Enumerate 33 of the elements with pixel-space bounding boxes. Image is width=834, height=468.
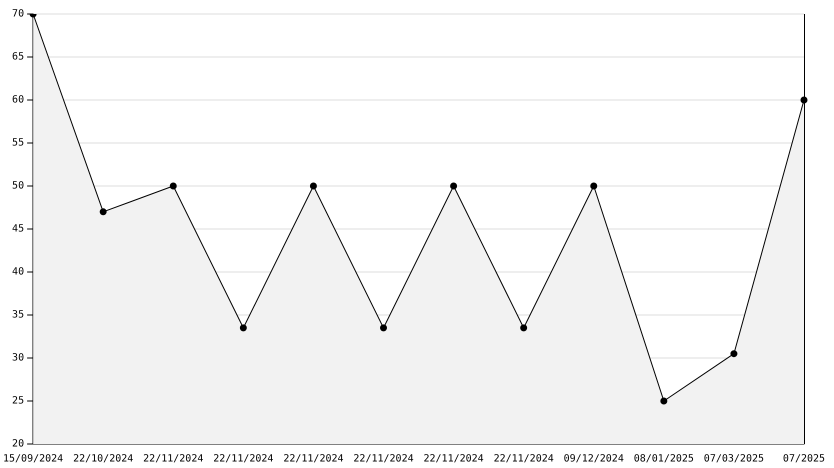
- x-tick-label: 22/11/2024: [494, 454, 554, 465]
- x-tick-label: 22/11/2024: [143, 454, 204, 465]
- point: [660, 398, 668, 404]
- point: [240, 324, 247, 332]
- y-tick-label: 25: [12, 396, 24, 407]
- y-tick-label: 35: [12, 310, 24, 321]
- x-tick-label: 22/11/2024: [283, 454, 344, 465]
- point: [170, 182, 177, 190]
- x-tick-label: 08/01/2025: [634, 454, 694, 465]
- y-tick-label: 65: [12, 52, 24, 63]
- point: [100, 208, 107, 216]
- y-tick-label: 60: [12, 94, 24, 106]
- point: [730, 350, 738, 358]
- point: [590, 182, 598, 190]
- y-tick-label: 50: [12, 180, 24, 192]
- x-tick-label: 15/09/2024: [2, 454, 64, 465]
- point: [520, 324, 528, 332]
- y-tick-label: 55: [12, 138, 24, 149]
- x-tick-label: 22/11/2024: [423, 454, 484, 465]
- y-tick-label: 30: [12, 352, 24, 364]
- y-tick-label: 45: [12, 224, 24, 235]
- point: [380, 324, 388, 332]
- x-tick-label: 07/2025: [782, 454, 826, 465]
- x-tick-label: 09/12/2024: [564, 454, 624, 465]
- x-tick-label: 07/03/2025: [704, 454, 764, 465]
- point: [450, 182, 458, 190]
- y-tick-label: 20: [12, 438, 24, 450]
- y-tick-label: 70: [12, 8, 24, 20]
- x-tick-label: 22/10/2024: [73, 454, 134, 465]
- x-tick-label: 22/11/2024: [213, 454, 274, 465]
- x-tick-label: 22/11/2024: [353, 454, 414, 465]
- point: [310, 182, 317, 190]
- y-tick-label: 40: [12, 266, 24, 278]
